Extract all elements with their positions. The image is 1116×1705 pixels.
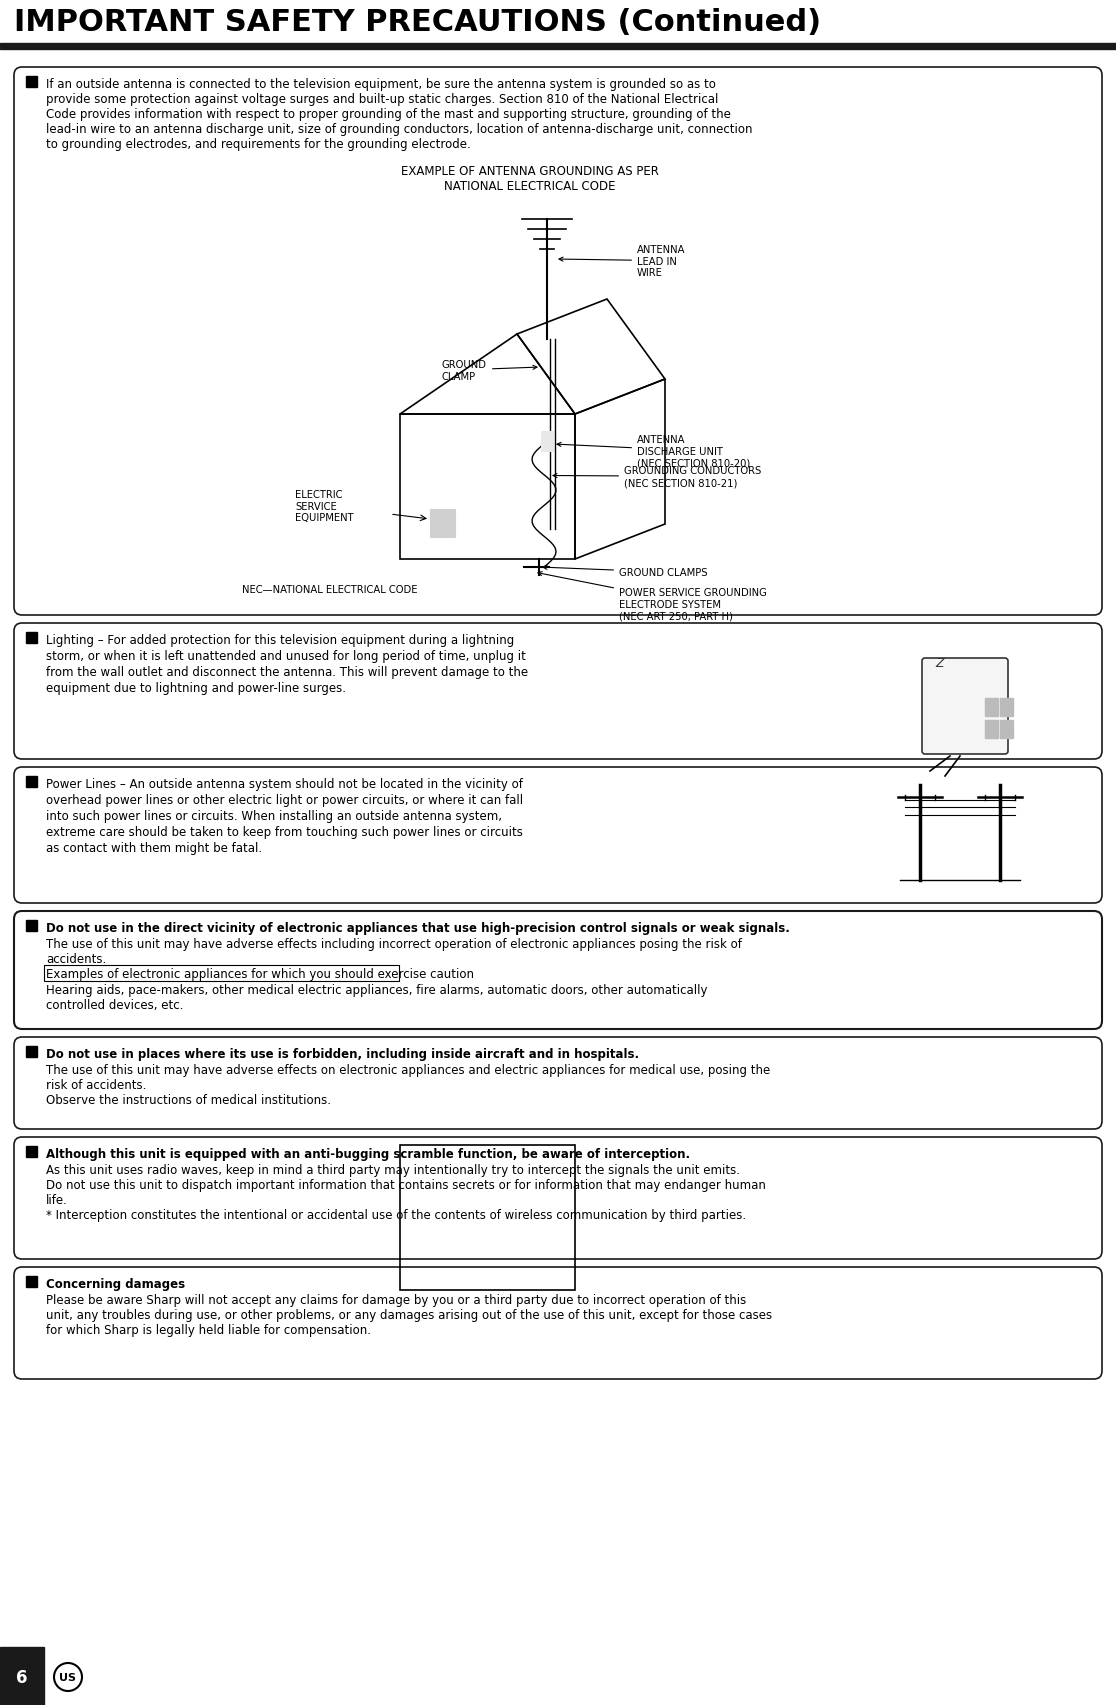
Text: Concerning damages: Concerning damages <box>46 1277 185 1291</box>
Text: from the wall outlet and disconnect the antenna. This will prevent damage to the: from the wall outlet and disconnect the … <box>46 665 528 679</box>
Text: provide some protection against voltage surges and built-up static charges. Sect: provide some protection against voltage … <box>46 94 719 106</box>
Bar <box>26 633 37 643</box>
Text: GROUND
CLAMP: GROUND CLAMP <box>442 360 537 382</box>
Bar <box>0 1647 44 1705</box>
Text: Do not use this unit to dispatch important information that contains secrets or : Do not use this unit to dispatch importa… <box>46 1178 766 1192</box>
FancyBboxPatch shape <box>15 1267 1101 1379</box>
Text: EXAMPLE OF ANTENNA GROUNDING AS PER
NATIONAL ELECTRICAL CODE: EXAMPLE OF ANTENNA GROUNDING AS PER NATI… <box>401 165 658 193</box>
Text: Do not use in places where its use is forbidden, including inside aircraft and i: Do not use in places where its use is fo… <box>46 1047 639 1061</box>
Text: US: US <box>59 1673 77 1683</box>
Text: to grounding electrodes, and requirements for the grounding electrode.: to grounding electrodes, and requirement… <box>46 138 471 152</box>
Bar <box>541 380 554 385</box>
Text: Observe the instructions of medical institutions.: Observe the instructions of medical inst… <box>46 1093 331 1107</box>
Text: Please be aware Sharp will not accept any claims for damage by you or a third pa: Please be aware Sharp will not accept an… <box>46 1292 747 1306</box>
FancyBboxPatch shape <box>15 767 1101 904</box>
Text: accidents.: accidents. <box>46 953 106 965</box>
Bar <box>26 921 37 931</box>
Text: into such power lines or circuits. When installing an outside antenna system,: into such power lines or circuits. When … <box>46 810 502 822</box>
Text: * Interception constitutes the intentional or accidental use of the contents of : * Interception constitutes the intention… <box>46 1209 747 1221</box>
FancyBboxPatch shape <box>922 658 1008 755</box>
Bar <box>541 367 554 372</box>
Text: IMPORTANT SAFETY PRECAUTIONS (Continued): IMPORTANT SAFETY PRECAUTIONS (Continued) <box>15 9 821 38</box>
Bar <box>26 776 37 788</box>
Text: GROUNDING CONDUCTORS
(NEC SECTION 810-21): GROUNDING CONDUCTORS (NEC SECTION 810-21… <box>554 465 761 488</box>
FancyBboxPatch shape <box>15 1037 1101 1129</box>
Bar <box>26 1277 37 1287</box>
Text: As this unit uses radio waves, keep in mind a third party may intentionally try : As this unit uses radio waves, keep in m… <box>46 1163 740 1176</box>
Text: unit, any troubles during use, or other problems, or any damages arising out of : unit, any troubles during use, or other … <box>46 1308 772 1321</box>
Text: Code provides information with respect to proper grounding of the mast and suppo: Code provides information with respect t… <box>46 107 731 121</box>
Text: GROUND CLAMPS: GROUND CLAMPS <box>543 566 708 578</box>
Text: If an outside antenna is connected to the television equipment, be sure the ante: If an outside antenna is connected to th… <box>46 78 715 90</box>
Bar <box>26 1047 37 1057</box>
Bar <box>1000 699 1013 716</box>
Text: ANTENNA
LEAD IN
WIRE: ANTENNA LEAD IN WIRE <box>559 246 685 278</box>
Text: storm, or when it is left unattended and unused for long period of time, unplug : storm, or when it is left unattended and… <box>46 650 526 663</box>
Text: 6: 6 <box>17 1667 28 1686</box>
Bar <box>985 699 998 716</box>
Bar <box>44 965 400 982</box>
Bar <box>26 77 37 89</box>
Bar <box>430 510 455 537</box>
Text: Examples of electronic appliances for which you should exercise caution: Examples of electronic appliances for wh… <box>46 967 474 980</box>
Text: risk of accidents.: risk of accidents. <box>46 1078 146 1091</box>
Text: NEC—NATIONAL ELECTRICAL CODE: NEC—NATIONAL ELECTRICAL CODE <box>242 585 417 595</box>
Text: Power Lines – An outside antenna system should not be located in the vicinity of: Power Lines – An outside antenna system … <box>46 777 523 791</box>
Bar <box>541 373 554 379</box>
Text: controlled devices, etc.: controlled devices, etc. <box>46 999 183 1011</box>
Text: equipment due to lightning and power-line surges.: equipment due to lightning and power-lin… <box>46 682 346 694</box>
Text: Hearing aids, pace-makers, other medical electric appliances, fire alarms, autom: Hearing aids, pace-makers, other medical… <box>46 984 708 996</box>
Text: Although this unit is equipped with an anti-bugging scramble function, be aware : Although this unit is equipped with an a… <box>46 1147 690 1161</box>
Bar <box>26 1146 37 1158</box>
Bar <box>541 431 554 452</box>
Text: Z: Z <box>935 656 944 670</box>
FancyBboxPatch shape <box>15 1137 1101 1260</box>
Text: POWER SERVICE GROUNDING
ELECTRODE SYSTEM
(NEC ART 250, PART H): POWER SERVICE GROUNDING ELECTRODE SYSTEM… <box>538 573 767 621</box>
Text: The use of this unit may have adverse effects including incorrect operation of e: The use of this unit may have adverse ef… <box>46 938 742 950</box>
Text: ELECTRIC
SERVICE
EQUIPMENT: ELECTRIC SERVICE EQUIPMENT <box>295 489 354 523</box>
Text: Do not use in the direct vicinity of electronic appliances that use high-precisi: Do not use in the direct vicinity of ele… <box>46 921 790 934</box>
Text: Lighting – For added protection for this television equipment during a lightning: Lighting – For added protection for this… <box>46 634 514 646</box>
Bar <box>1000 721 1013 738</box>
FancyBboxPatch shape <box>15 624 1101 759</box>
Text: overhead power lines or other electric light or power circuits, or where it can : overhead power lines or other electric l… <box>46 793 523 806</box>
Text: ANTENNA
DISCHARGE UNIT
(NEC SECTION 810-20): ANTENNA DISCHARGE UNIT (NEC SECTION 810-… <box>557 435 750 467</box>
FancyBboxPatch shape <box>15 68 1101 616</box>
Text: extreme care should be taken to keep from touching such power lines or circuits: extreme care should be taken to keep fro… <box>46 825 523 839</box>
Bar <box>0 44 1116 49</box>
FancyBboxPatch shape <box>15 912 1101 1030</box>
Text: life.: life. <box>46 1194 68 1207</box>
Text: lead-in wire to an antenna discharge unit, size of grounding conductors, locatio: lead-in wire to an antenna discharge uni… <box>46 123 752 136</box>
Text: as contact with them might be fatal.: as contact with them might be fatal. <box>46 842 262 854</box>
Bar <box>985 721 998 738</box>
Text: The use of this unit may have adverse effects on electronic appliances and elect: The use of this unit may have adverse ef… <box>46 1064 770 1076</box>
Text: for which Sharp is legally held liable for compensation.: for which Sharp is legally held liable f… <box>46 1323 371 1337</box>
